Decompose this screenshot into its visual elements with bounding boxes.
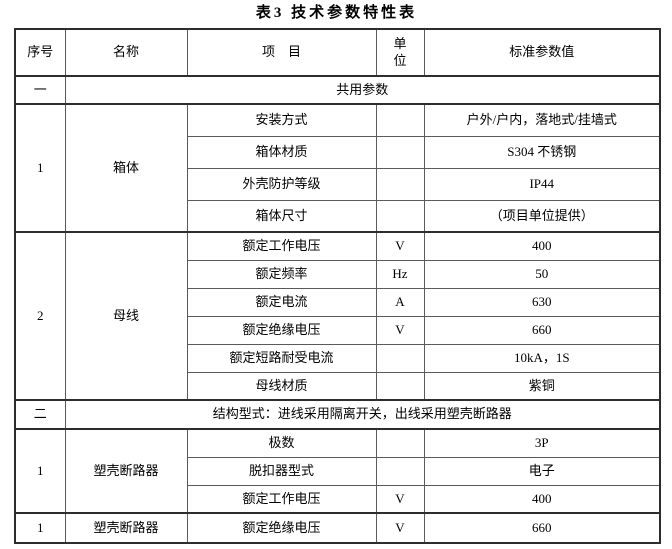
table-cell: 外壳防护等级 (186, 167, 377, 201)
table-cell: 二 (14, 399, 66, 430)
table-cell: V (375, 512, 425, 544)
header-cell-label: 标准参数值 (509, 44, 575, 60)
table-cell: 塑壳断路器 (64, 512, 188, 544)
table-cell: 630 (423, 287, 661, 317)
table-row: 一共用参数 (14, 75, 661, 105)
table-cell: 额定工作电压 (186, 231, 377, 261)
table-cell: 660 (423, 315, 661, 345)
table-row: 额定频率 Hz 50 (15, 259, 661, 289)
table-cell: A (375, 287, 425, 317)
header-cell-label: 名称 (112, 44, 139, 60)
table-row: 脱扣器型式 电子 (15, 456, 661, 486)
table-row: 2 母线 额定工作电压 V 400 (14, 231, 661, 401)
table-cell (375, 456, 425, 486)
table-row: 1 塑壳断路器 极数 3P (14, 428, 661, 514)
table-cell: 安装方式 (186, 103, 377, 137)
table-row: 额定电流 A 630 (15, 287, 661, 317)
parameters-table: 序号 名称项 目单位 标准参数值 一共用参数 1 箱体 安装方式 户外/户内，落地式/挂墙式… (14, 28, 661, 544)
header-cell: 标准参数值 (423, 28, 661, 77)
table-cell: 结构型式：进线采用隔离开关，出线采用塑壳断路器 (64, 399, 661, 430)
header-cell: 序号 (14, 28, 66, 77)
header-cell-label: 序号 (27, 44, 54, 60)
table-cell: 脱扣器型式 (186, 456, 377, 486)
table-cell: （项目单位提供） (423, 199, 661, 233)
table-cell: 660 (423, 512, 661, 544)
table-cell (375, 103, 425, 137)
table-row: 额定短路耐受电流 10kA，1S (15, 343, 661, 373)
table-cell: 电子 (423, 456, 661, 486)
table-cell: 额定短路耐受电流 (186, 343, 377, 373)
table-row: 额定工作电压 V 400 (15, 484, 661, 514)
table-cell: 塑壳断路器 (64, 428, 188, 514)
table-cell: S304 不锈钢 (423, 135, 661, 169)
table-cell: 400 (423, 484, 661, 514)
table-cell: 母线材质 (186, 371, 377, 401)
table-cell (375, 135, 425, 169)
table-cell: 箱体尺寸 (186, 199, 377, 233)
table-row: 二结构型式：进线采用隔离开关，出线采用塑壳断路器 (14, 399, 661, 430)
table-cell: 额定频率 (186, 259, 377, 289)
table-cell: 额定工作电压 (186, 484, 377, 514)
table-cell: V (375, 484, 425, 514)
table-cell: 10kA，1S (423, 343, 661, 373)
table-cell: 1 (14, 428, 66, 514)
table-cell: 极数 (186, 428, 377, 458)
header-cell: 项 目 (186, 28, 377, 77)
table-row: 1 箱体 安装方式 户外/户内，落地式/挂墙式 (14, 103, 661, 233)
table-row: 外壳防护等级 IP44 (15, 167, 661, 201)
table-title: 表3 技术参数特性表 (255, 5, 418, 21)
table-cell: V (375, 231, 425, 261)
table-cell: 50 (423, 259, 661, 289)
table-cell: 1 (14, 512, 66, 544)
table-cell: 紫铜 (423, 371, 661, 401)
table-cell: 1 (14, 103, 66, 233)
table-cell: 额定绝缘电压 (186, 512, 377, 544)
table-cell: 2 (14, 231, 66, 401)
table-cell: 400 (423, 231, 661, 261)
table-cell: 一 (14, 75, 66, 105)
table-cell (375, 199, 425, 233)
header-cell-label: 单位 (393, 35, 407, 68)
header-cell-label: 项 目 (261, 44, 301, 60)
table-cell (375, 343, 425, 373)
table-cell: 母线 (64, 231, 188, 401)
table-cell (375, 167, 425, 201)
table-cell: 共用参数 (64, 75, 661, 105)
table-cell: 箱体材质 (186, 135, 377, 169)
table-cell (375, 371, 425, 401)
table-header: 序号 名称 项 目 单位 标准参数值 (14, 28, 661, 77)
table-cell: V (375, 315, 425, 345)
table-cell: 箱体 (64, 103, 188, 233)
table-cell: 户外/户内，落地式/挂墙式 (423, 103, 661, 137)
header-cell: 名称 (64, 28, 188, 77)
table-row: 箱体尺寸 （项目单位提供） (15, 199, 661, 233)
table-cell (375, 428, 425, 458)
table-row: 母线材质 紫铜 (15, 371, 661, 401)
table-cell: 额定电流 (186, 287, 377, 317)
table-body: 一共用参数 1 箱体 安装方式 户外/户内，落地式/挂墙式 箱体材质 S304 不锈钢 外壳防… (14, 75, 661, 544)
table-row: 1 塑壳断路器 额定绝缘电压 V 660 (14, 512, 661, 544)
table-cell: 额定绝缘电压 (186, 315, 377, 345)
table-cell: 3P (423, 428, 661, 458)
table-row: 额定绝缘电压 V 660 (15, 315, 661, 345)
header-cell: 单位 (375, 28, 425, 77)
table-cell: Hz (375, 259, 425, 289)
table-cell: IP44 (423, 167, 661, 201)
header-row: 序号 名称 项 目 单位 标准参数值 (14, 28, 661, 77)
